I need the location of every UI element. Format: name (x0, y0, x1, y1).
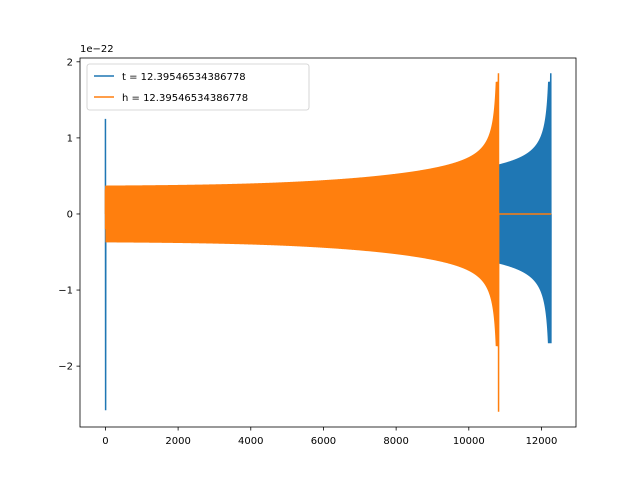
x-tick-label: 6000 (311, 436, 336, 447)
x-tick-label: 10000 (453, 436, 485, 447)
x-tick-label: 8000 (383, 436, 408, 447)
series-group (104, 73, 552, 412)
legend-label-2: h = 12.39546534386778 (122, 93, 248, 104)
plot-area (104, 73, 552, 412)
y-tick-label: −1 (58, 286, 73, 297)
y-offset-label: 1e−22 (80, 44, 114, 55)
legend-box (86, 63, 310, 111)
x-tick-label: 2000 (165, 436, 190, 447)
y-tick-label: 2 (67, 57, 73, 68)
y-tick-label: 0 (67, 210, 73, 221)
y-tick-label: 1 (67, 133, 73, 144)
legend-label-1: t = 12.39546534386778 (122, 72, 246, 83)
legend: t = 12.39546534386778 h = 12.395465343867… (86, 63, 310, 111)
x-tick-label: 0 (102, 436, 108, 447)
x-tick-label: 4000 (238, 436, 263, 447)
axes: 0 2000 4000 6000 8000 10000 12000 −2 −1 0 1 2 1e−22 (58, 44, 577, 447)
x-tick-label: 12000 (526, 436, 558, 447)
series-line-2 (104, 73, 552, 412)
y-tick-label: −2 (58, 362, 73, 373)
axes-frame (79, 57, 577, 428)
